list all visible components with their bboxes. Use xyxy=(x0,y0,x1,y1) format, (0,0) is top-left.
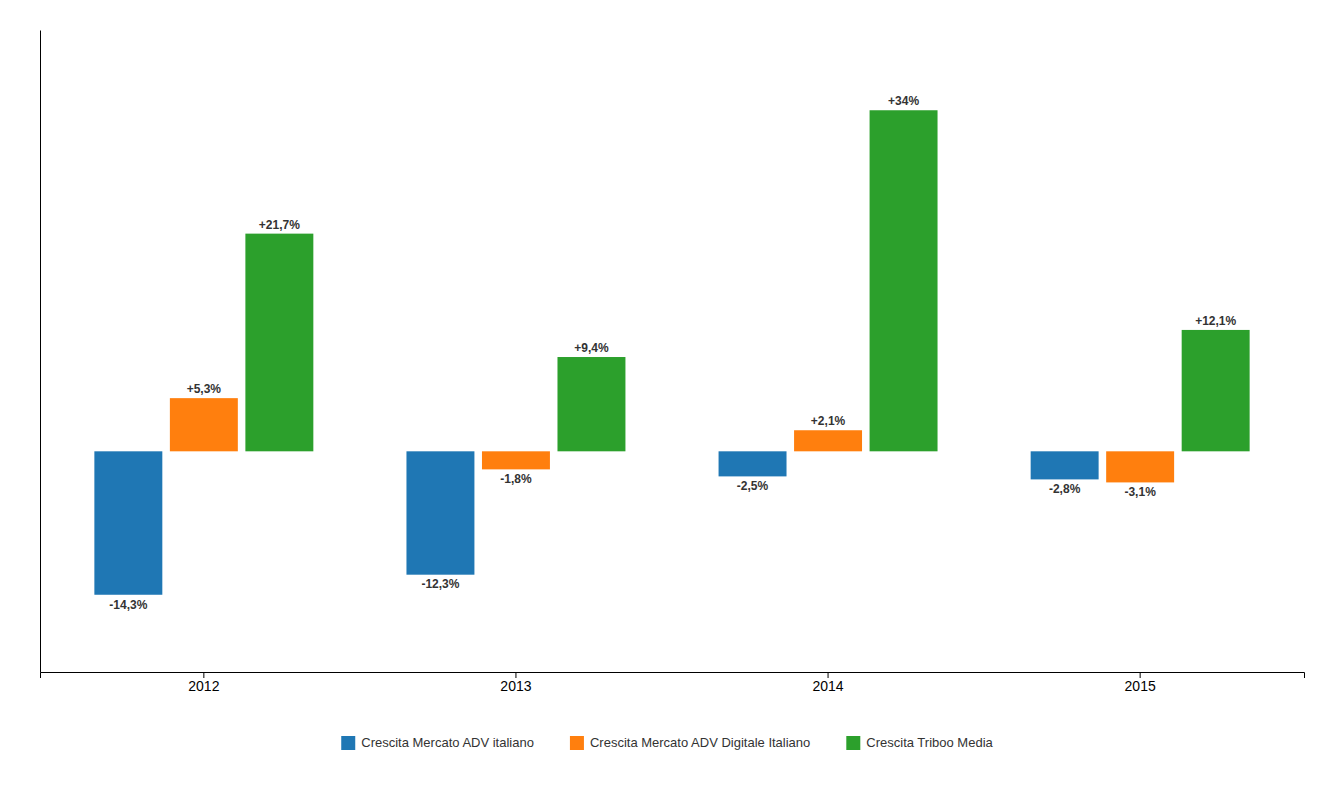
y-axis-line xyxy=(40,31,41,673)
bar xyxy=(1182,330,1250,451)
bar xyxy=(794,430,862,451)
bar xyxy=(170,398,238,451)
y-axis xyxy=(40,31,41,673)
bar xyxy=(1106,451,1174,482)
x-tick-label: 2013 xyxy=(500,678,531,694)
data-label: +21,7% xyxy=(259,218,300,232)
legend-item: Crescita Mercato ADV Digitale Italiano xyxy=(570,735,810,750)
x-axis-line xyxy=(41,673,1305,679)
legend: Crescita Mercato ADV italiano Crescita Me… xyxy=(341,735,993,750)
bar-series xyxy=(245,110,1249,451)
legend-swatch xyxy=(570,736,584,750)
data-label: -2,5% xyxy=(737,479,769,493)
data-label: +2,1% xyxy=(811,414,846,428)
bar-series xyxy=(170,398,1174,482)
bar xyxy=(406,451,474,574)
x-tick: 2013 xyxy=(500,672,531,694)
data-label: -1,8% xyxy=(500,472,532,486)
bar-series xyxy=(94,451,1098,594)
data-label: +12,1% xyxy=(1195,314,1236,328)
bar xyxy=(245,234,313,452)
data-label: -14,3% xyxy=(109,598,147,612)
bar xyxy=(94,451,162,594)
x-tick-label: 2015 xyxy=(1125,678,1156,694)
bar xyxy=(719,451,787,476)
bar xyxy=(870,110,938,451)
legend-item: Crescita Mercato ADV italiano xyxy=(341,735,534,750)
bar xyxy=(557,357,625,451)
chart: -14,3% -12,3% -2,5% -2,8% +5,3% -1,8% +2,1% -3,… xyxy=(0,0,1334,792)
data-label: +5,3% xyxy=(187,382,222,396)
x-tick-label: 2012 xyxy=(188,678,219,694)
data-labels: -14,3% -12,3% -2,5% -2,8% +5,3% -1,8% +2,1% -3,… xyxy=(109,94,1236,611)
bars xyxy=(94,110,1249,595)
data-label: -12,3% xyxy=(421,577,459,591)
legend-label: Crescita Mercato ADV Digitale Italiano xyxy=(590,735,810,750)
x-tick-label: 2014 xyxy=(812,678,843,694)
x-tick: 2012 xyxy=(188,672,219,694)
bar xyxy=(482,451,550,469)
x-axis: 2012 2013 2014 2015 xyxy=(41,672,1305,694)
legend-item: Crescita Triboo Media xyxy=(846,735,993,750)
legend-label: Crescita Triboo Media xyxy=(866,735,993,750)
legend-swatch xyxy=(846,736,860,750)
bar xyxy=(1031,451,1099,479)
legend-label: Crescita Mercato ADV italiano xyxy=(361,735,534,750)
data-label: -3,1% xyxy=(1124,485,1156,499)
legend-swatch xyxy=(341,736,355,750)
data-label: -2,8% xyxy=(1049,482,1081,496)
data-label: +34% xyxy=(888,94,919,108)
x-tick: 2014 xyxy=(812,672,843,694)
x-tick: 2015 xyxy=(1125,672,1156,694)
data-label: +9,4% xyxy=(574,341,609,355)
plot: -14,3% -12,3% -2,5% -2,8% +5,3% -1,8% +2,1% -3,… xyxy=(41,31,1305,694)
